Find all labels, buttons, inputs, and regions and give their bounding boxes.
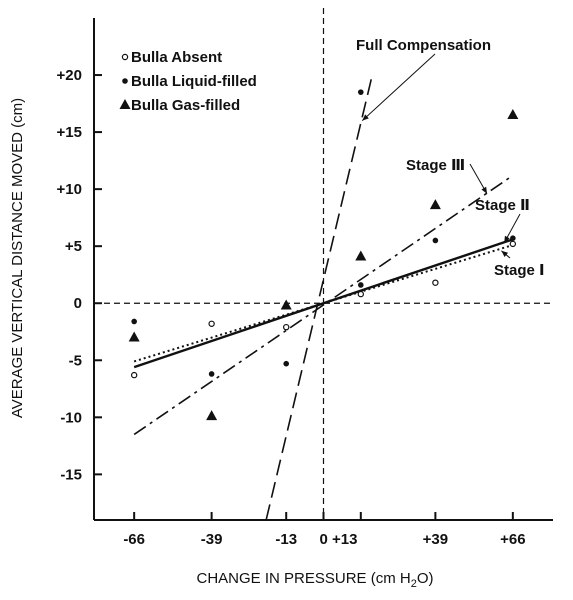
x-axis-title-main: CHANGE IN PRESSURE (cm H — [197, 570, 411, 587]
data-point — [128, 331, 140, 342]
y-axis-title: AVERAGE VERTICAL DISTANCE MOVED (cm) — [9, 98, 26, 418]
x-tick-label: -39 — [201, 531, 223, 548]
x-tick-label: +39 — [423, 531, 448, 548]
x-axis-title-tail: O) — [417, 570, 434, 587]
data-point — [131, 318, 137, 325]
data-point — [355, 250, 367, 261]
x-tick-label: -13 — [275, 531, 297, 548]
fit-line-dotted — [133, 244, 514, 363]
legend: Bulla Absent Bulla Liquid-filled Bulla Gas… — [119, 49, 257, 114]
data-point — [357, 290, 364, 298]
y-tick-label: -5 — [69, 352, 82, 369]
data-point — [206, 410, 218, 421]
y-tick-label: +20 — [57, 67, 82, 84]
fit-line-dashdot — [133, 174, 514, 436]
data-point — [283, 323, 290, 331]
x-axis-title-sub: 2 — [411, 578, 417, 590]
fit-line-dashed — [265, 74, 374, 521]
data-point — [509, 240, 517, 248]
legend-label: Bulla Absent — [131, 49, 222, 66]
y-tick-label: 0 — [74, 295, 82, 312]
data-point — [510, 235, 516, 241]
y-tick-label: +5 — [65, 238, 82, 255]
data-point — [208, 320, 215, 327]
data-point — [208, 371, 215, 377]
data-point — [130, 371, 138, 379]
data-point — [432, 237, 439, 244]
x-tick-label: 0 +13 — [320, 531, 358, 548]
fit-lines — [133, 74, 514, 521]
legend-marker — [119, 99, 131, 109]
y-tick-label: -15 — [60, 466, 82, 483]
line-labels: Full Compensation Stage Ⅲ Stage Ⅱ Stage Ⅰ — [356, 37, 545, 279]
data-point — [507, 108, 519, 119]
label-stage-ii: Stage Ⅱ — [475, 197, 530, 214]
data-point — [432, 279, 439, 286]
label-leader-arrow — [481, 186, 488, 194]
label-leader-arrow — [362, 114, 369, 121]
fit-line-solid — [133, 238, 514, 369]
data-point — [280, 299, 292, 310]
data-point — [357, 89, 364, 95]
y-tick-label: +15 — [57, 124, 82, 141]
label-leader-arrow — [504, 235, 510, 243]
x-tick-label: +66 — [500, 531, 525, 548]
data-points — [128, 89, 519, 421]
label-stage-i: Stage Ⅰ — [494, 262, 545, 279]
data-point — [283, 360, 290, 367]
label-leader-arrow — [501, 250, 509, 257]
y-tick-label: +10 — [57, 181, 82, 198]
x-axis-title: CHANGE IN PRESSURE (cm H2O) — [197, 570, 434, 590]
y-tick-label: -10 — [60, 409, 82, 426]
legend-label: Bulla Gas-filled — [131, 97, 240, 114]
axes: +20 +15 +10 +5 0 -5 -10 -15 -66 -39 -13 0 +13 +39 +66 — [57, 8, 553, 548]
legend-marker — [122, 78, 128, 84]
x-tick-label: -66 — [123, 531, 145, 548]
label-leader-line — [361, 53, 436, 122]
legend-marker — [121, 53, 129, 61]
data-point — [429, 199, 441, 210]
label-stage-iii: Stage Ⅲ — [406, 157, 465, 174]
label-full-compensation: Full Compensation — [356, 37, 491, 54]
data-point — [357, 282, 364, 288]
legend-label: Bulla Liquid-filled — [131, 73, 257, 90]
